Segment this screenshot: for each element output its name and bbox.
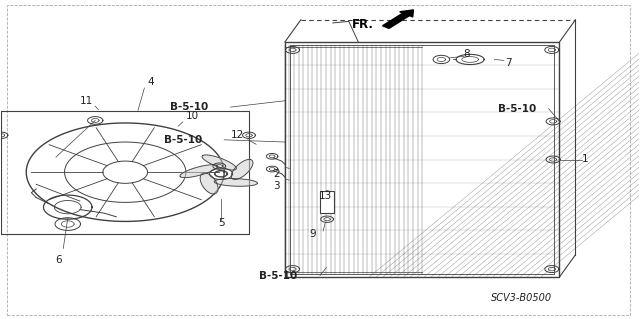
- Text: 2: 2: [273, 169, 280, 179]
- Text: 10: 10: [186, 111, 199, 121]
- Text: 9: 9: [309, 229, 316, 239]
- Text: B-5-10: B-5-10: [170, 102, 208, 112]
- Polygon shape: [231, 160, 253, 180]
- Text: 5: 5: [218, 218, 225, 228]
- FancyArrow shape: [383, 10, 413, 28]
- Polygon shape: [214, 179, 257, 186]
- Polygon shape: [200, 173, 218, 194]
- Text: 1: 1: [582, 154, 588, 165]
- Text: 3: 3: [273, 181, 280, 190]
- Text: 12: 12: [230, 130, 244, 140]
- Text: 6: 6: [55, 255, 61, 264]
- Polygon shape: [202, 155, 236, 170]
- Text: SCV3-B0500: SCV3-B0500: [491, 293, 552, 303]
- Bar: [320, 191, 334, 213]
- Text: B-5-10: B-5-10: [259, 271, 298, 281]
- Text: 8: 8: [463, 49, 470, 59]
- Text: 11: 11: [80, 96, 93, 106]
- Text: B-5-10: B-5-10: [497, 104, 536, 114]
- Text: 4: 4: [147, 77, 154, 87]
- Text: B-5-10: B-5-10: [164, 135, 202, 145]
- Polygon shape: [180, 165, 218, 178]
- Text: FR.: FR.: [352, 18, 374, 31]
- Text: 13: 13: [319, 191, 332, 201]
- Text: 7: 7: [505, 58, 512, 68]
